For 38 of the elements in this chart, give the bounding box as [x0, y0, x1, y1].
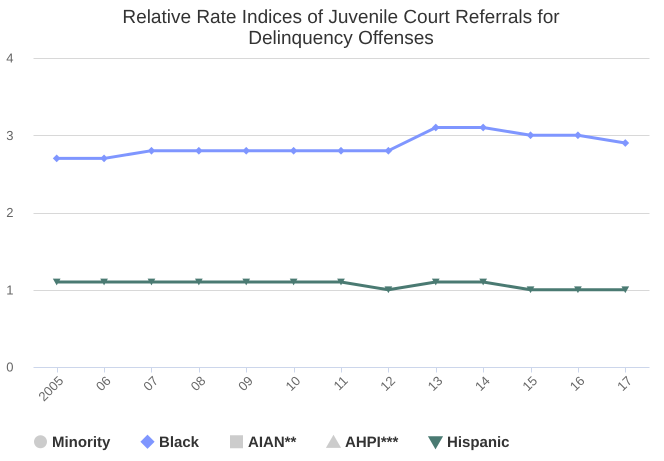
legend-label: Black [159, 434, 200, 451]
point [432, 278, 440, 286]
point [384, 286, 392, 294]
legend-label: AIAN** [248, 434, 296, 451]
point [574, 286, 582, 294]
legend-label: Minority [52, 434, 111, 451]
point [574, 131, 582, 140]
point [290, 278, 298, 286]
point [337, 278, 345, 286]
x-tick-label: 17 [614, 373, 635, 394]
point [194, 278, 203, 286]
y-tick-label: 2 [6, 205, 14, 220]
point [621, 286, 630, 294]
legend-label: Hispanic [447, 434, 510, 452]
y-tick-label: 0 [6, 360, 14, 374]
point [148, 278, 156, 286]
point [384, 146, 392, 155]
x-tick-label: 16 [566, 373, 588, 394]
point [526, 286, 534, 294]
x-tick-label: 13 [424, 373, 446, 394]
x-tick-label: 08 [188, 373, 209, 394]
x-tick-label: 07 [140, 373, 162, 394]
chart-title: Relative Rate Indices of Juvenile Court Referrals for Delinquency Offenses [122, 7, 560, 49]
y-tick-label: 1 [6, 282, 14, 298]
x-tick-label: 15 [519, 373, 540, 394]
x-tick-label: 09 [235, 373, 256, 394]
x-tick-label: 10 [282, 373, 304, 394]
point [479, 278, 488, 286]
point [100, 278, 108, 286]
legend-label: AHPI*** [345, 434, 399, 452]
y-tick-label: 3 [6, 128, 14, 143]
x-tick-label: 06 [92, 373, 114, 394]
x-tick-label: 11 [330, 373, 351, 394]
x-tick-label: 12 [377, 373, 398, 394]
y-tick-label: 4 [6, 50, 14, 66]
point [242, 278, 250, 286]
point [52, 278, 61, 286]
x-tick-label: 14 [472, 373, 493, 394]
